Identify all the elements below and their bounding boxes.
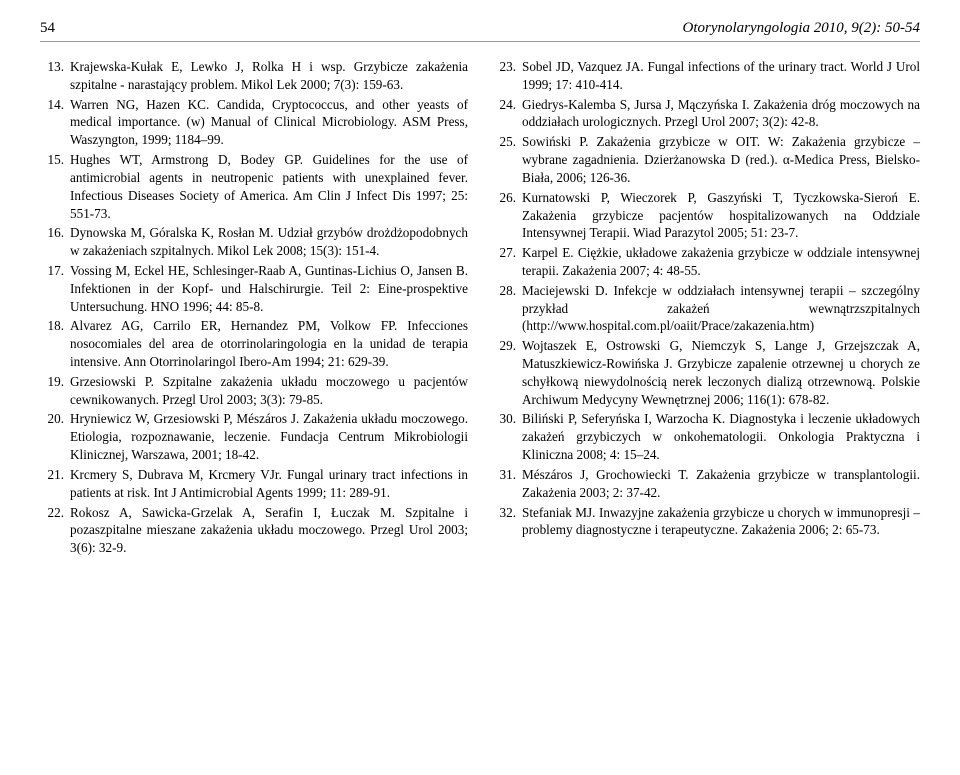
reference-text: Sobel JD, Vazquez JA. Fungal infections …	[522, 58, 920, 94]
reference-item: 31.Mészáros J, Grochowiecki T. Zakażenia…	[492, 466, 920, 502]
reference-number: 17.	[40, 262, 70, 315]
reference-item: 13.Krajewska-Kułak E, Lewko J, Rolka H i…	[40, 58, 468, 94]
reference-text: Hughes WT, Armstrong D, Bodey GP. Guidel…	[70, 151, 468, 222]
reference-item: 18.Alvarez AG, Carrilo ER, Hernandez PM,…	[40, 317, 468, 370]
reference-number: 21.	[40, 466, 70, 502]
journal-citation: Otorynolaryngologia 2010, 9(2): 50-54	[683, 20, 920, 37]
reference-item: 23.Sobel JD, Vazquez JA. Fungal infectio…	[492, 58, 920, 94]
reference-text: Wojtaszek E, Ostrowski G, Niemczyk S, La…	[522, 337, 920, 408]
reference-text: Stefaniak MJ. Inwazyjne zakażenia grzybi…	[522, 504, 920, 540]
reference-text: Mészáros J, Grochowiecki T. Zakażenia gr…	[522, 466, 920, 502]
reference-item: 24.Giedrys-Kalemba S, Jursa J, Mączyńska…	[492, 96, 920, 132]
reference-text: Vossing M, Eckel HE, Schlesinger-Raab A,…	[70, 262, 468, 315]
reference-text: Karpel E. Ciężkie, układowe zakażenia gr…	[522, 244, 920, 280]
reference-number: 24.	[492, 96, 522, 132]
reference-text: Sowiński P. Zakażenia grzybicze w OIT. W…	[522, 133, 920, 186]
reference-item: 20.Hryniewicz W, Grzesiowski P, Mészáros…	[40, 410, 468, 463]
columns-container: 13.Krajewska-Kułak E, Lewko J, Rolka H i…	[40, 58, 920, 559]
reference-number: 26.	[492, 189, 522, 242]
reference-number: 29.	[492, 337, 522, 408]
page-number: 54	[40, 20, 55, 37]
reference-text: Kurnatowski P, Wieczorek P, Gaszyński T,…	[522, 189, 920, 242]
reference-text: Krajewska-Kułak E, Lewko J, Rolka H i ws…	[70, 58, 468, 94]
reference-number: 22.	[40, 504, 70, 557]
reference-item: 27.Karpel E. Ciężkie, układowe zakażenia…	[492, 244, 920, 280]
reference-text: Biliński P, Seferyńska I, Warzocha K. Di…	[522, 410, 920, 463]
reference-number: 15.	[40, 151, 70, 222]
reference-item: 17.Vossing M, Eckel HE, Schlesinger-Raab…	[40, 262, 468, 315]
reference-number: 13.	[40, 58, 70, 94]
reference-item: 15.Hughes WT, Armstrong D, Bodey GP. Gui…	[40, 151, 468, 222]
reference-item: 30.Biliński P, Seferyńska I, Warzocha K.…	[492, 410, 920, 463]
reference-item: 32.Stefaniak MJ. Inwazyjne zakażenia grz…	[492, 504, 920, 540]
reference-number: 32.	[492, 504, 522, 540]
reference-item: 21.Krcmery S, Dubrava M, Krcmery VJr. Fu…	[40, 466, 468, 502]
reference-number: 23.	[492, 58, 522, 94]
reference-number: 16.	[40, 224, 70, 260]
page-header: 54 Otorynolaryngologia 2010, 9(2): 50-54	[40, 20, 920, 42]
reference-number: 18.	[40, 317, 70, 370]
reference-number: 20.	[40, 410, 70, 463]
reference-text: Maciejewski D. Infekcje w oddziałach int…	[522, 282, 920, 335]
reference-number: 31.	[492, 466, 522, 502]
reference-text: Grzesiowski P. Szpitalne zakażenia układ…	[70, 373, 468, 409]
reference-item: 22.Rokosz A, Sawicka-Grzelak A, Serafin …	[40, 504, 468, 557]
reference-text: Rokosz A, Sawicka-Grzelak A, Serafin I, …	[70, 504, 468, 557]
reference-text: Alvarez AG, Carrilo ER, Hernandez PM, Vo…	[70, 317, 468, 370]
left-column: 13.Krajewska-Kułak E, Lewko J, Rolka H i…	[40, 58, 468, 559]
page-container: 54 Otorynolaryngologia 2010, 9(2): 50-54…	[0, 0, 960, 579]
reference-item: 14.Warren NG, Hazen KC. Candida, Cryptoc…	[40, 96, 468, 149]
reference-number: 28.	[492, 282, 522, 335]
reference-text: Krcmery S, Dubrava M, Krcmery VJr. Funga…	[70, 466, 468, 502]
reference-item: 25.Sowiński P. Zakażenia grzybicze w OIT…	[492, 133, 920, 186]
reference-text: Dynowska M, Góralska K, Rosłan M. Udział…	[70, 224, 468, 260]
reference-item: 29.Wojtaszek E, Ostrowski G, Niemczyk S,…	[492, 337, 920, 408]
reference-number: 14.	[40, 96, 70, 149]
reference-item: 26.Kurnatowski P, Wieczorek P, Gaszyński…	[492, 189, 920, 242]
reference-text: Giedrys-Kalemba S, Jursa J, Mączyńska I.…	[522, 96, 920, 132]
reference-text: Hryniewicz W, Grzesiowski P, Mészáros J.…	[70, 410, 468, 463]
reference-item: 16.Dynowska M, Góralska K, Rosłan M. Udz…	[40, 224, 468, 260]
reference-item: 28.Maciejewski D. Infekcje w oddziałach …	[492, 282, 920, 335]
reference-number: 25.	[492, 133, 522, 186]
reference-text: Warren NG, Hazen KC. Candida, Cryptococc…	[70, 96, 468, 149]
reference-item: 19.Grzesiowski P. Szpitalne zakażenia uk…	[40, 373, 468, 409]
reference-number: 27.	[492, 244, 522, 280]
right-column: 23.Sobel JD, Vazquez JA. Fungal infectio…	[492, 58, 920, 559]
reference-number: 30.	[492, 410, 522, 463]
reference-number: 19.	[40, 373, 70, 409]
